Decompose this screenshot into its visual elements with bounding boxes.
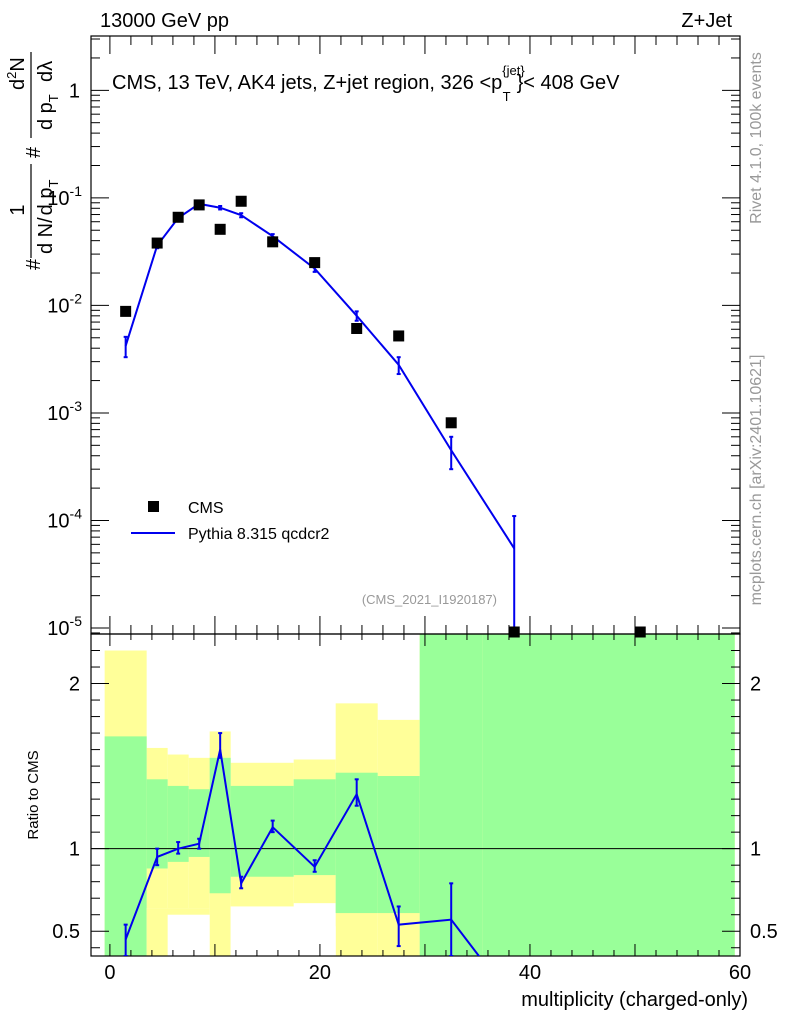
x-axis: 0 20 40 60 <box>104 36 751 984</box>
main-y-tick-label: 10-1 <box>47 183 82 210</box>
ratio-band-green <box>230 785 294 877</box>
ratio-plot-frame <box>90 633 741 957</box>
legend-cms-label: CMS <box>188 500 224 517</box>
x-axis-label: multiplicity (charged-only) <box>521 989 748 1011</box>
ratio-band-green <box>167 785 189 862</box>
cms-marker <box>120 305 132 317</box>
main-y-tick-label: 1 <box>69 80 80 102</box>
svg-text:d2N: d2N <box>4 57 29 90</box>
svg-text:d N/d pT: d N/d pT <box>35 180 61 255</box>
ratio-band-green <box>188 789 210 857</box>
ratio-pythia-series <box>123 732 481 956</box>
ratio-y-tick-label-right: 2 <box>750 674 761 696</box>
cms-marker <box>193 199 205 211</box>
header-energy-label: 13000 GeV pp <box>100 10 229 32</box>
ratio-band-gap <box>167 914 210 956</box>
legend: CMS Pythia 8.315 qcdcr2 <box>131 500 330 543</box>
ratio-y-tick-label-left: 2 <box>69 674 80 696</box>
rivet-version-label: Rivet 4.1.0, 100k events <box>748 52 765 224</box>
mcplots-source-label: mcplots.cern.ch [arXiv:2401.10621] <box>748 355 765 606</box>
cms-marker <box>508 626 520 638</box>
cms-marker <box>151 237 163 249</box>
ratio-y-tick-label-left: 0.5 <box>52 921 80 943</box>
svg-text:d pT: d pT <box>35 94 61 130</box>
ratio-y-axis-label: Ratio to CMS <box>25 750 42 839</box>
ratio-band-green <box>377 776 420 914</box>
cms-marker <box>214 223 226 235</box>
ratio-uncertainty-bands <box>104 634 735 956</box>
main-y-axis-label: # 1 d N/d pT # d pT d2N dλ <box>4 52 61 270</box>
x-tick-label: 40 <box>519 962 541 984</box>
cms-marker <box>172 211 184 223</box>
x-tick-label: 60 <box>729 962 751 984</box>
main-y-tick-label: 10-3 <box>47 398 82 425</box>
cms-series <box>120 195 646 638</box>
plot-title: CMS, 13 TeV, AK4 jets, Z+jet region, 326… <box>112 63 620 104</box>
cms-marker <box>351 322 363 334</box>
ratio-y-tick-label-right: 0.5 <box>750 921 778 943</box>
main-y-tick-label: 10-5 <box>47 613 82 640</box>
svg-text:dλ: dλ <box>35 61 57 82</box>
header-process-label: Z+Jet <box>681 10 732 32</box>
pythia-line <box>124 202 516 549</box>
ratio-band-gap <box>293 926 336 956</box>
main-y-tick-label: 10-2 <box>47 290 82 317</box>
svg-text:#: # <box>23 146 45 158</box>
ratio-band-green <box>482 634 735 956</box>
main-y-tick-label: 10-4 <box>47 505 82 532</box>
ratio-band-green <box>209 757 231 894</box>
cms-marker <box>309 257 321 269</box>
cms-marker <box>634 626 646 638</box>
ratio-band-gap <box>230 906 294 956</box>
ratio-band-green <box>293 779 336 876</box>
main-plot-frame <box>90 35 741 635</box>
analysis-id-label: (CMS_2021_I1920187) <box>362 592 497 607</box>
cms-marker <box>393 330 405 342</box>
ratio-band-green <box>146 779 168 869</box>
svg-text:#: # <box>23 258 45 270</box>
ratio-y-tick-label-right: 1 <box>750 839 761 861</box>
legend-pythia-label: Pythia 8.315 qcdcr2 <box>188 526 330 543</box>
ratio-y-tick-label-left: 1 <box>69 839 80 861</box>
x-tick-label: 0 <box>104 962 115 984</box>
cms-marker <box>267 236 279 248</box>
main-y-axis: 10-5 10-4 10-3 10-2 10-1 1 <box>47 38 740 640</box>
x-tick-label: 20 <box>309 962 331 984</box>
legend-cms-marker <box>148 501 159 512</box>
ratio-pythia-line <box>124 749 481 956</box>
cms-marker <box>445 417 457 429</box>
cms-marker <box>235 195 247 207</box>
svg-text:1: 1 <box>7 204 29 215</box>
ratio-band-green <box>104 736 147 956</box>
